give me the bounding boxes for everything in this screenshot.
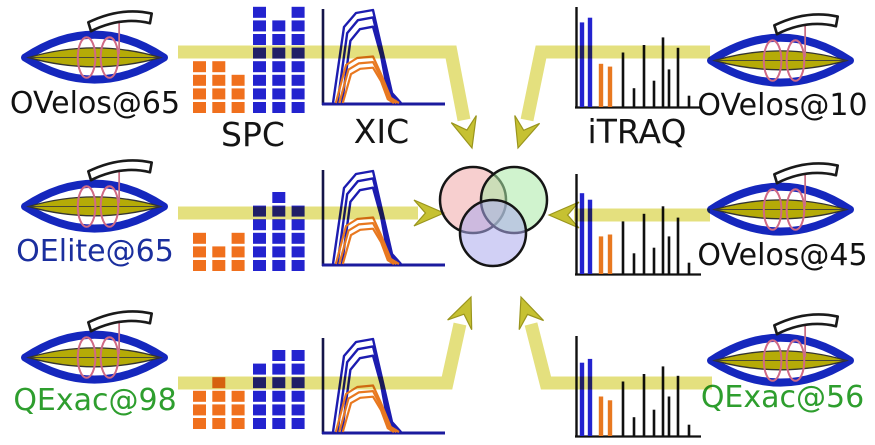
arrow-head [413,199,446,227]
itraq-peak [632,253,636,274]
itraq-peak [621,221,625,274]
itraq-peaks [579,17,691,108]
itraq-peak [642,374,646,436]
itraq-peak [587,199,593,274]
instrument-label: OElite@65 [16,234,174,269]
xic-chart [321,337,445,435]
arrow-head [514,115,541,150]
venn-circle [458,198,528,268]
arrow-head [518,295,545,330]
itraq-peak [598,236,604,274]
itraq-peak [661,366,665,436]
itraq-peak [598,63,604,107]
arrow-head [547,201,580,229]
itraq-peak [632,417,636,436]
spc-label: SPC [221,115,285,154]
itraq-peak [667,396,671,436]
itraq-label: iTRAQ [587,112,687,151]
instrument-label: QExac@98 [13,383,177,418]
itraq-peak [676,217,680,274]
itraq-peak [661,37,665,107]
spc-chart [193,350,305,429]
itraq-peak [621,52,625,107]
instrument-label: QExac@56 [700,380,865,415]
arrow-band [520,45,710,122]
itraq-peak [687,424,691,436]
instrument-label: OVelos@10 [697,88,868,123]
itraq-peak [652,247,656,274]
itraq-peak [579,362,585,436]
spc-orange-squares [193,61,245,113]
xic-label: XIC [353,112,410,151]
arrow-band [178,45,471,122]
itraq-peak [598,396,604,436]
itraq-peaks [579,358,691,436]
itraq-peak [667,236,671,274]
spc-chart [193,6,305,113]
instrument-label: OVelos@45 [697,238,868,273]
instrument-label: OVelos@65 [9,86,181,121]
arrow-band [178,322,467,390]
itraq-peak [621,381,625,436]
itraq-peak [607,234,613,274]
venn-diagram [438,165,549,268]
arrow-head [447,295,473,330]
itraq-peak [642,213,646,274]
itraq-peak [676,375,680,436]
itraq-peak [587,17,593,108]
arrow-band [524,322,712,390]
itraq-peak [652,80,656,107]
spc-orange-squares [193,232,245,271]
itraq-peak [587,358,593,436]
itraq-peaks [579,193,691,274]
itraq-peak [579,22,585,107]
itraq-peak [607,66,613,107]
itraq-peak [642,45,646,107]
arrow-head [450,115,477,150]
itraq-peak [632,88,636,107]
itraq-peak [661,206,665,274]
itraq-peak [652,409,656,436]
itraq-peak [676,47,680,107]
xic-chart [321,169,445,267]
itraq-peak [667,69,671,107]
itraq-peak [579,193,585,274]
itraq-peak [687,262,691,274]
itraq-peak [687,95,691,107]
itraq-peak [607,400,613,436]
